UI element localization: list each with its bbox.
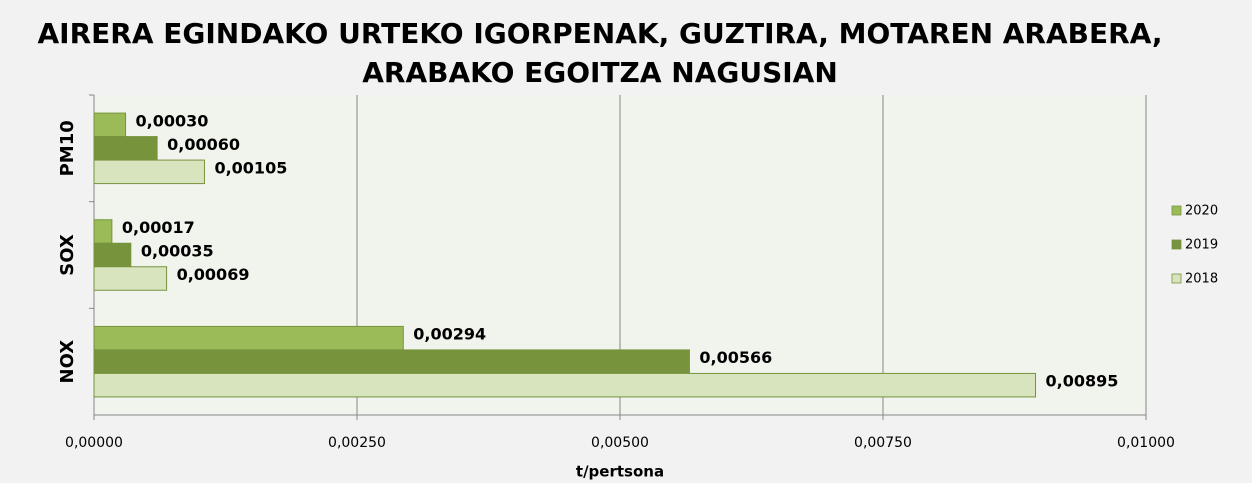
bar — [93, 136, 158, 161]
x-tick-label: 0,00000 — [65, 435, 123, 451]
data-label: 0,00030 — [136, 111, 209, 130]
data-label: 0,00069 — [177, 265, 250, 284]
legend-swatch — [1171, 273, 1182, 284]
data-label: 0,00060 — [167, 135, 240, 154]
bar — [93, 219, 113, 244]
bar — [93, 112, 127, 138]
y-tick-label: PM10 — [57, 120, 78, 176]
data-label: 0,00294 — [413, 325, 486, 344]
bar — [93, 372, 1037, 398]
legend-swatch — [1171, 239, 1182, 250]
data-label: 0,00035 — [141, 242, 214, 261]
chart-title: AIRERA EGINDAKO URTEKO IGORPENAK, GUZTIR… — [37, 17, 1162, 89]
x-axis-label: t/pertsona — [576, 463, 664, 481]
bar — [93, 242, 132, 268]
y-tick-label: SOX — [57, 234, 78, 276]
bar — [93, 349, 690, 374]
y-tick-label: NOX — [57, 340, 78, 384]
bar — [93, 325, 404, 351]
legend-label: 2018 — [1185, 272, 1218, 287]
x-tick-label: 0,00250 — [328, 435, 386, 451]
bar — [93, 159, 205, 185]
data-label: 0,00895 — [1046, 372, 1119, 391]
legend-label: 2019 — [1185, 238, 1218, 253]
x-tick-label: 0,00500 — [591, 435, 649, 451]
x-tick-label: 0,01000 — [1117, 435, 1175, 451]
x-tick-label: 0,00750 — [854, 435, 912, 451]
data-label: 0,00017 — [122, 218, 195, 237]
bar — [93, 266, 168, 291]
data-label: 0,00566 — [699, 348, 772, 367]
legend-swatch — [1171, 205, 1182, 216]
data-label: 0,00105 — [214, 158, 287, 177]
legend-label: 2020 — [1185, 204, 1218, 219]
